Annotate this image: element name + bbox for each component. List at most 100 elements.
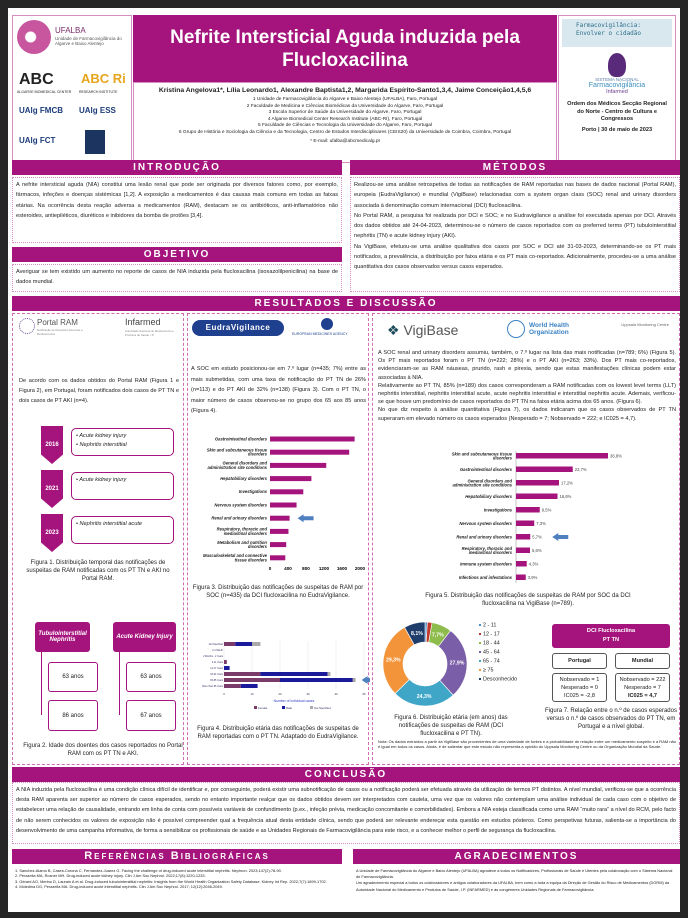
eudravigilance-logo: EudraVigilance xyxy=(192,320,284,336)
figure-5-caption: Figura 5. Distribuição das notificações … xyxy=(425,593,631,607)
reference-item: 1. Sanchez-Alamo B, Cases-Corona C, Fern… xyxy=(15,868,282,873)
fig4-category-label: 0-1 Month xyxy=(212,649,223,652)
fig6-data-label: 24,3% xyxy=(417,694,432,700)
timeline-items: • Acute kidney injury xyxy=(71,472,174,500)
fig4-legend-swatch xyxy=(282,706,285,709)
fig7-value: Nobservado = 222 xyxy=(619,676,666,683)
umc-logo: Uppsala Monitoring Centre xyxy=(621,322,669,327)
portal-ram-logo-icon xyxy=(19,318,35,334)
methods-paragraph: Realizou-se uma análise retrospetiva de … xyxy=(354,182,676,209)
portal-ram-text: De acordo com os dados obtidos do Portal… xyxy=(19,378,179,404)
fig7-mundial-values: Nobservado = 222 Nesperado = 7 IC025 = 4,7 xyxy=(615,673,670,702)
fig6-legend-swatch xyxy=(479,651,481,653)
event-info: Farmacovigilância: Envolver o cidadão SI… xyxy=(558,15,676,163)
fig6-legend-swatch xyxy=(479,660,481,662)
fig3-category-label: Skin and subcutaneous tissue disorders xyxy=(207,448,268,457)
fig7-title: DCI Flucloxacilina xyxy=(586,628,636,634)
fig4-bar-male xyxy=(260,672,328,676)
fig6-legend-label: ≥ 75 xyxy=(483,668,493,674)
vigibase-paragraph: A SOC renal and urinary disorders assumi… xyxy=(378,350,676,381)
fig4-x-tick: 30 xyxy=(306,692,310,696)
affiliation: 1 Unidade de Farmacovigilância do Algarv… xyxy=(252,97,438,102)
fig7-mundial-header: Mundial xyxy=(615,653,670,669)
authors-block: Kristina Angelova1*, Lília Leonardo1, Al… xyxy=(133,82,557,163)
portal-ram-logo: Portal RAM xyxy=(37,318,78,327)
figure-6-chart: 7,7% 27,9% 24,3% 29,3% 8,1% 2 - 11 12 - 17 18 -… xyxy=(382,621,517,707)
results-vigibase: ❖ VigiBase World Health Organization Upp… xyxy=(372,313,680,765)
fig3-category-label: Renal and urinary disorders xyxy=(211,516,267,521)
fig6-legend-label: 65 - 74 xyxy=(483,659,500,665)
infarmed-subtitle: Autoridade Nacional do Medicamento e Pro… xyxy=(125,329,174,337)
fig4-bar-male xyxy=(224,666,230,670)
contact-email: * E-mail: ufalba@abcmedicalg.pt xyxy=(310,139,380,144)
fig4-bar-female xyxy=(224,678,280,682)
fig6-legend-label: 12 - 17 xyxy=(483,632,500,638)
fig6-legend-swatch xyxy=(479,669,481,671)
fig4-legend-label: Female xyxy=(258,706,268,710)
results-eudravigilance: EudraVigilance EUROPEAN MEDICINES AGENCY… xyxy=(187,313,370,765)
fig4-category-label: 18-64 Years xyxy=(210,673,224,676)
abcri-logo: ABC Ri xyxy=(81,71,126,86)
poster-title: Nefrite Intersticial Aguda induzida pela… xyxy=(133,15,557,82)
fig3-category-label: Investigations xyxy=(239,489,268,494)
acknowledgements-text: A Unidade de Farmacovigilância do Algarv… xyxy=(353,866,680,912)
fig5-category-label: Gastrointestinal disorders xyxy=(460,467,513,472)
figure-3-caption: Figura 3. Distribuição das notificações … xyxy=(192,585,364,599)
figure-5-chart: Skin and subcutaneous tissue disorders 36,… xyxy=(452,451,622,583)
fig6-legend-swatch xyxy=(479,678,481,680)
fig3-category-label: General disorders and administration site… xyxy=(207,461,267,470)
fig6-legend-label: 45 - 64 xyxy=(483,650,500,656)
fig5-bar xyxy=(516,547,530,553)
fig3-bar xyxy=(270,449,350,455)
intro-heading: INTRODUÇÃO xyxy=(12,160,342,175)
fig5-bar xyxy=(516,493,558,499)
vigibase-paragraph: Relativamente ao PT TN, 85% (n=189) dos … xyxy=(378,382,676,406)
fig3-x-tick: 2000 xyxy=(355,566,366,571)
timeline-year: 2016 xyxy=(41,426,63,464)
timeline-item: • Nephritis interstitial xyxy=(76,442,127,448)
event-venue: Ordem dos Médicos Secção Regional do Nor… xyxy=(567,101,667,122)
authors: Kristina Angelova1*, Lília Leonardo1, Al… xyxy=(158,87,532,94)
timeline-item: • Acute kidney injury xyxy=(76,477,127,483)
fig2-tn-age: 86 anos xyxy=(48,700,98,731)
ualg-fmcb-logo: UAlg FMCB xyxy=(19,106,63,115)
fig3-x-tick: 1600 xyxy=(337,566,348,571)
fig2-aki-age: 67 anos xyxy=(126,700,176,731)
affiliation: 4 Algarve Biomedical Center Research Ins… xyxy=(267,116,423,122)
fig5-category-label: Respiratory, thoracic and mediastinal dis… xyxy=(462,546,513,555)
highlight-arrow-icon xyxy=(361,676,370,684)
figure-1-caption: Figura 1. Distribuição temporal das noti… xyxy=(26,560,170,582)
fig5-bar xyxy=(516,561,527,567)
who-logo-icon xyxy=(507,320,525,338)
fig6-data-label: 8,1% xyxy=(411,631,423,637)
fig5-data-label: 3,9% xyxy=(528,575,538,580)
highlight-arrow-icon xyxy=(297,514,314,523)
results-heading: RESULTADOS E DISCUSSÃO xyxy=(12,296,680,311)
fig5-bar xyxy=(516,466,573,472)
affiliation: 3 Escola Superior de Saúde da Universida… xyxy=(268,110,422,115)
fig5-category-label: Hepatobiliary disorders xyxy=(465,494,512,499)
fig3-bar xyxy=(270,436,355,442)
fig3-category-label: Respiratory, thoracic and mediastinal dis… xyxy=(217,527,268,536)
fig7-value: Nesperado = 0 xyxy=(561,684,598,691)
fig5-data-label: 4,3% xyxy=(529,562,539,567)
fig4-x-tick: 0 xyxy=(223,692,225,696)
fig6-legend-swatch xyxy=(479,642,481,644)
references-heading: Referências Bibliográficas xyxy=(12,849,342,864)
affiliation: 6 Grupo de História e Sociologia da Ciên… xyxy=(178,129,512,135)
fig5-bar xyxy=(516,480,559,486)
fig5-bar xyxy=(516,534,531,540)
methods-paragraph: Na VigiBase, efetuou-se uma análise qual… xyxy=(354,243,676,271)
fig4-bar-female xyxy=(224,684,241,688)
fig5-category-label: Skin and subcutaneous tissue disorders xyxy=(452,451,513,460)
fig4-bar-not-specified xyxy=(252,642,261,646)
snf-infarmed: Infarmed xyxy=(606,89,628,95)
fig6-legend-label: Desconhecido xyxy=(483,677,517,683)
fig4-category-label: 3-11 Years xyxy=(212,661,224,664)
references-list: 1. Sanchez-Alamo B, Cases-Corona C, Fern… xyxy=(12,866,342,912)
vigibase-note: Nota: Os dados extraídos a partir da Vig… xyxy=(378,739,676,750)
fig2-aki-age: 63 anos xyxy=(126,662,176,692)
vigibase-text: A SOC renal and urinary disorders assumi… xyxy=(378,349,676,423)
fig3-category-label: Nervous system disorders xyxy=(214,502,267,507)
fig5-bar xyxy=(516,453,608,459)
